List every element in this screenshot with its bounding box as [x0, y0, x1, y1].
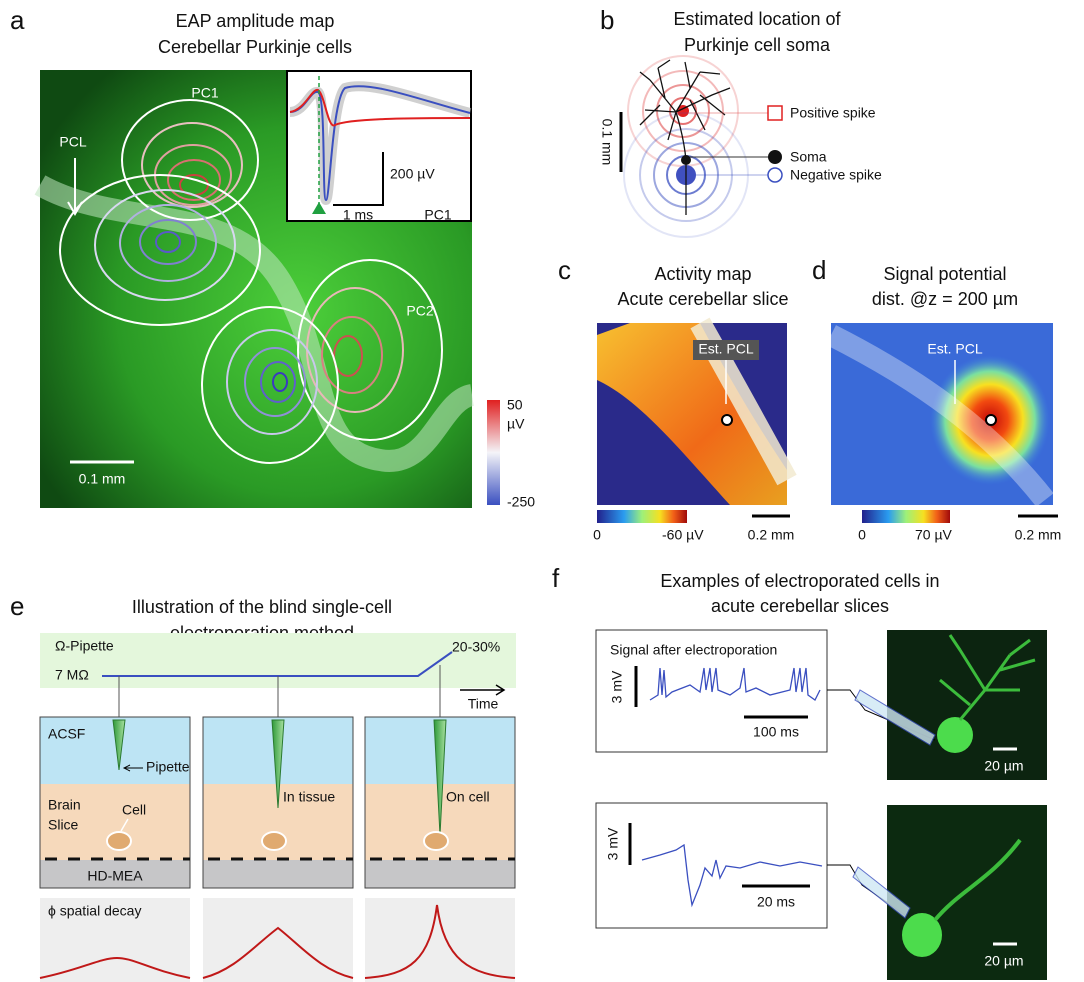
label: PC2 — [406, 303, 433, 319]
shape-ellipse — [107, 832, 131, 850]
label: Est. PCL — [698, 341, 753, 357]
label: 20 µm — [984, 758, 1023, 774]
shape-circle — [986, 415, 996, 425]
label: 20 ms — [757, 894, 795, 910]
label: Signal after electroporation — [610, 642, 777, 658]
label: f — [552, 563, 560, 593]
label: e — [10, 591, 24, 621]
shape-rect — [597, 510, 687, 523]
label: On cell — [446, 789, 490, 805]
label: dist. @z = 200 µm — [872, 289, 1018, 309]
label: -250 — [507, 494, 535, 510]
label: 0.1 mm — [79, 471, 126, 487]
label: a — [10, 5, 25, 35]
label: 3 mV — [609, 670, 625, 703]
label: 0.1 mm — [599, 119, 615, 166]
shape-circle — [681, 155, 691, 165]
shape-rect — [487, 400, 500, 505]
shape-rect — [203, 860, 353, 888]
page: Figure {"panel_a":{"label":"a","title":"… — [0, 0, 1084, 982]
label: Signal potential — [883, 264, 1006, 284]
shape-ellipse — [262, 832, 286, 850]
label: PC1 — [424, 207, 451, 223]
label: -60 µV — [662, 527, 704, 543]
label: 20 µm — [984, 953, 1023, 969]
body: a EAP amplitude map Cerebellar Purkinje … — [0, 0, 1084, 982]
label: HD-MEA — [87, 868, 143, 884]
label: Soma — [790, 149, 827, 165]
label: Pipette — [146, 759, 190, 775]
shape-rect — [862, 510, 950, 523]
label: Time — [468, 696, 499, 712]
label: µV — [507, 416, 525, 432]
label: 200 µV — [390, 166, 435, 182]
label: 50 — [507, 397, 523, 413]
label: Estimated location of — [673, 9, 841, 29]
label: Cell — [122, 802, 146, 818]
label: c — [558, 255, 571, 285]
label: In tissue — [283, 789, 335, 805]
label: 20-30% — [452, 639, 500, 655]
label: PC1 — [191, 85, 218, 101]
label: Acute cerebellar slice — [617, 289, 788, 309]
label: 0.2 mm — [1015, 527, 1062, 543]
label: Illustration of the blind single-cell — [132, 597, 392, 617]
shape-rect — [365, 898, 515, 982]
label: 7 MΩ — [55, 667, 89, 683]
label: 0 — [593, 527, 601, 543]
label: 0 — [858, 527, 866, 543]
shape-ellipse — [424, 832, 448, 850]
label: acute cerebellar slices — [711, 596, 889, 616]
label: 100 ms — [753, 724, 799, 740]
label: ACSF — [48, 726, 85, 742]
label: d — [812, 255, 826, 285]
label: ϕ spatial decay — [48, 903, 141, 919]
shape-circle — [722, 415, 732, 425]
label: Brain — [48, 797, 81, 813]
label: PCL — [59, 134, 86, 150]
shape-circle — [768, 168, 782, 182]
shape-rect — [365, 860, 515, 888]
figure: a EAP amplitude map Cerebellar Purkinje … — [0, 0, 1084, 982]
label: Slice — [48, 817, 79, 833]
shape-ellipse — [937, 717, 973, 753]
label: Activity map — [654, 264, 751, 284]
label: Positive spike — [790, 105, 876, 121]
label: Negative spike — [790, 167, 882, 183]
label: b — [600, 5, 614, 35]
label: Cerebellar Purkinje cells — [158, 37, 352, 57]
shape-circle — [768, 150, 782, 164]
shape-rect — [768, 106, 782, 120]
label: Ω-Pipette — [55, 638, 114, 654]
label: EAP amplitude map — [176, 11, 335, 31]
label: 1 ms — [343, 207, 373, 223]
label: 3 mV — [605, 827, 621, 860]
label: 0.2 mm — [748, 527, 795, 543]
label: Examples of electroporated cells in — [660, 571, 939, 591]
label: Est. PCL — [927, 341, 982, 357]
label: 70 µV — [915, 527, 953, 543]
label: Purkinje cell soma — [684, 35, 831, 55]
